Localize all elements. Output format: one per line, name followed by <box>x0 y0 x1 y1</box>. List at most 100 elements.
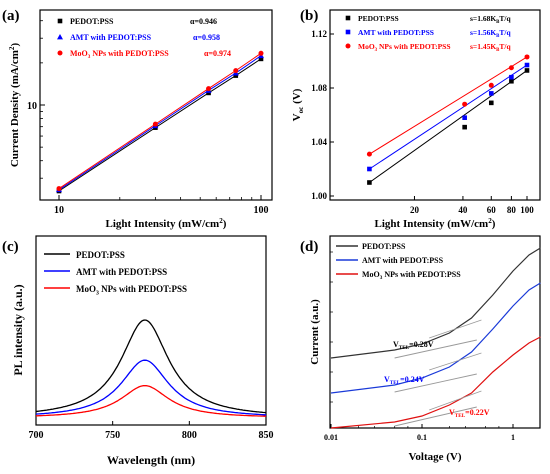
data-point <box>206 90 211 96</box>
panel-label: (c) <box>2 239 19 255</box>
data-point <box>366 151 372 157</box>
vtel-label: VTEL=0.22V <box>449 408 490 419</box>
legend-marker <box>57 18 63 24</box>
x-axis-label: Wavelength (nm) <box>107 453 195 467</box>
data-point <box>508 65 514 71</box>
legend-label: PEDOT:PSS <box>76 250 125 260</box>
data-point <box>462 124 467 130</box>
data-point <box>524 68 530 73</box>
x-axis-label: Light Intensity (mW/cm2) <box>375 217 496 230</box>
data-point <box>509 78 514 84</box>
panel-b: 20 40 60 80 100 1.00 1.04 1.08 1.12 PEDOT:PSS s=1.… <box>291 8 541 230</box>
data-point <box>462 115 467 120</box>
legend-marker <box>345 15 351 21</box>
legend-label: MoO3 NPs with PEDOT:PSS <box>362 270 461 281</box>
x-tick-label: 80 <box>507 205 517 215</box>
series-line-3 <box>58 52 262 189</box>
data-point <box>488 82 494 88</box>
data-point <box>152 121 158 127</box>
legend-label: AMT with PEDOT:PSS <box>358 28 434 37</box>
data-point <box>258 56 264 62</box>
iv-curve-2 <box>330 282 541 394</box>
iv-curve-3 <box>330 336 541 429</box>
data-point <box>462 101 468 107</box>
data-point <box>233 68 239 74</box>
plot-frame-c <box>35 235 267 426</box>
x-tick-label: 40 <box>458 205 468 215</box>
x-tick-label: 10 <box>54 205 64 216</box>
data-point <box>488 100 494 106</box>
data-point <box>56 186 62 192</box>
pl-curve-2 <box>35 359 266 416</box>
slope-label: s=1.56KBT/q <box>470 28 511 39</box>
y-tick-label: 1.04 <box>311 137 327 147</box>
y-tick-label: 1.12 <box>311 29 327 39</box>
tangent-line <box>429 390 482 411</box>
x-tick-label: 60 <box>487 205 497 215</box>
fit-line <box>394 339 477 359</box>
data-point <box>488 91 494 96</box>
panel-c: 700 750 800 850 PEDOT:PSS AMT with PEDOT:PSS M… <box>2 235 274 467</box>
fit-line-3 <box>369 56 528 155</box>
x-tick-label: 850 <box>259 430 274 441</box>
plot-frame-b <box>329 9 541 201</box>
fit-line <box>394 406 477 427</box>
legend-label: AMT with PEDOT:PSS <box>362 256 444 265</box>
panel-label: (b) <box>300 8 318 24</box>
series-line-2 <box>58 55 262 191</box>
data-point <box>367 180 372 185</box>
data-point <box>509 74 514 80</box>
x-tick-label: 750 <box>105 430 120 441</box>
plot-frame-d <box>329 235 541 429</box>
pl-curve-3 <box>36 385 266 417</box>
x-axis-label: Voltage (V) <box>408 451 461 463</box>
legend-label: MoO3 NPs with PEDOT:PSS <box>76 284 187 297</box>
tangent-line <box>429 352 482 371</box>
tangent-line <box>429 319 482 339</box>
legend-label: PEDOT:PSS <box>70 17 114 26</box>
y-axis-label: Current (a.u.) <box>309 299 321 365</box>
iv-curve-1 <box>330 247 541 359</box>
legend-label: PEDOT:PSS <box>362 242 406 251</box>
alpha-label: α=0.974 <box>204 49 231 58</box>
legend-marker <box>57 50 63 56</box>
panel-d: 0.01 0.1 1 PEDOT:PSS AMT with PEDOT:PSS MoO3 … <box>300 235 541 463</box>
legend-label: MoO3 NPs with PEDOT:PSS <box>358 42 451 53</box>
data-point <box>524 62 530 68</box>
y-axis-label: Voc (V) <box>291 88 305 121</box>
data-point <box>367 166 372 172</box>
panel-label: (d) <box>300 239 318 255</box>
fit-line <box>394 373 477 393</box>
y-axis-label: Current Density (mA/cm2) <box>8 42 21 167</box>
x-tick-label: 20 <box>410 205 420 215</box>
slope-label: s=1.45KBT/q <box>470 42 511 53</box>
x-axis-label: Light Intensity (mW/cm2) <box>106 217 227 230</box>
fit-line-1 <box>369 70 528 183</box>
x-tick-label: 1 <box>511 433 515 442</box>
y-axis-label: PL intensity (a.u.) <box>11 284 25 375</box>
data-point <box>524 54 530 60</box>
legend-marker <box>57 34 63 40</box>
y-tick-label: 1.00 <box>311 191 327 201</box>
data-point <box>206 86 212 92</box>
x-tick-label: 0.01 <box>324 433 338 442</box>
x-tick-label: 700 <box>29 430 44 441</box>
slope-label: s=1.68KBT/q <box>470 14 511 25</box>
pl-curve-1 <box>35 319 267 414</box>
legend-label: MoO3 NPs with PEDOT:PSS <box>70 49 169 60</box>
fit-line-2 <box>369 64 528 170</box>
x-tick-label: 800 <box>182 430 197 441</box>
legend-label: PEDOT:PSS <box>358 14 399 23</box>
x-tick-label: 100 <box>520 205 534 215</box>
legend-label: AMT with PEDOT:PSS <box>76 267 167 277</box>
y-tick-label: 1.08 <box>311 83 327 93</box>
legend-marker <box>345 43 351 49</box>
legend-marker <box>345 29 351 35</box>
vtel-label: VTEL=0.24V <box>384 375 425 386</box>
x-tick-label: 100 <box>254 205 269 216</box>
alpha-label: α=0.958 <box>193 33 220 42</box>
vtel-label: VTEL=0.28V <box>393 340 434 351</box>
alpha-label: α=0.946 <box>190 17 217 26</box>
data-point <box>258 50 264 56</box>
